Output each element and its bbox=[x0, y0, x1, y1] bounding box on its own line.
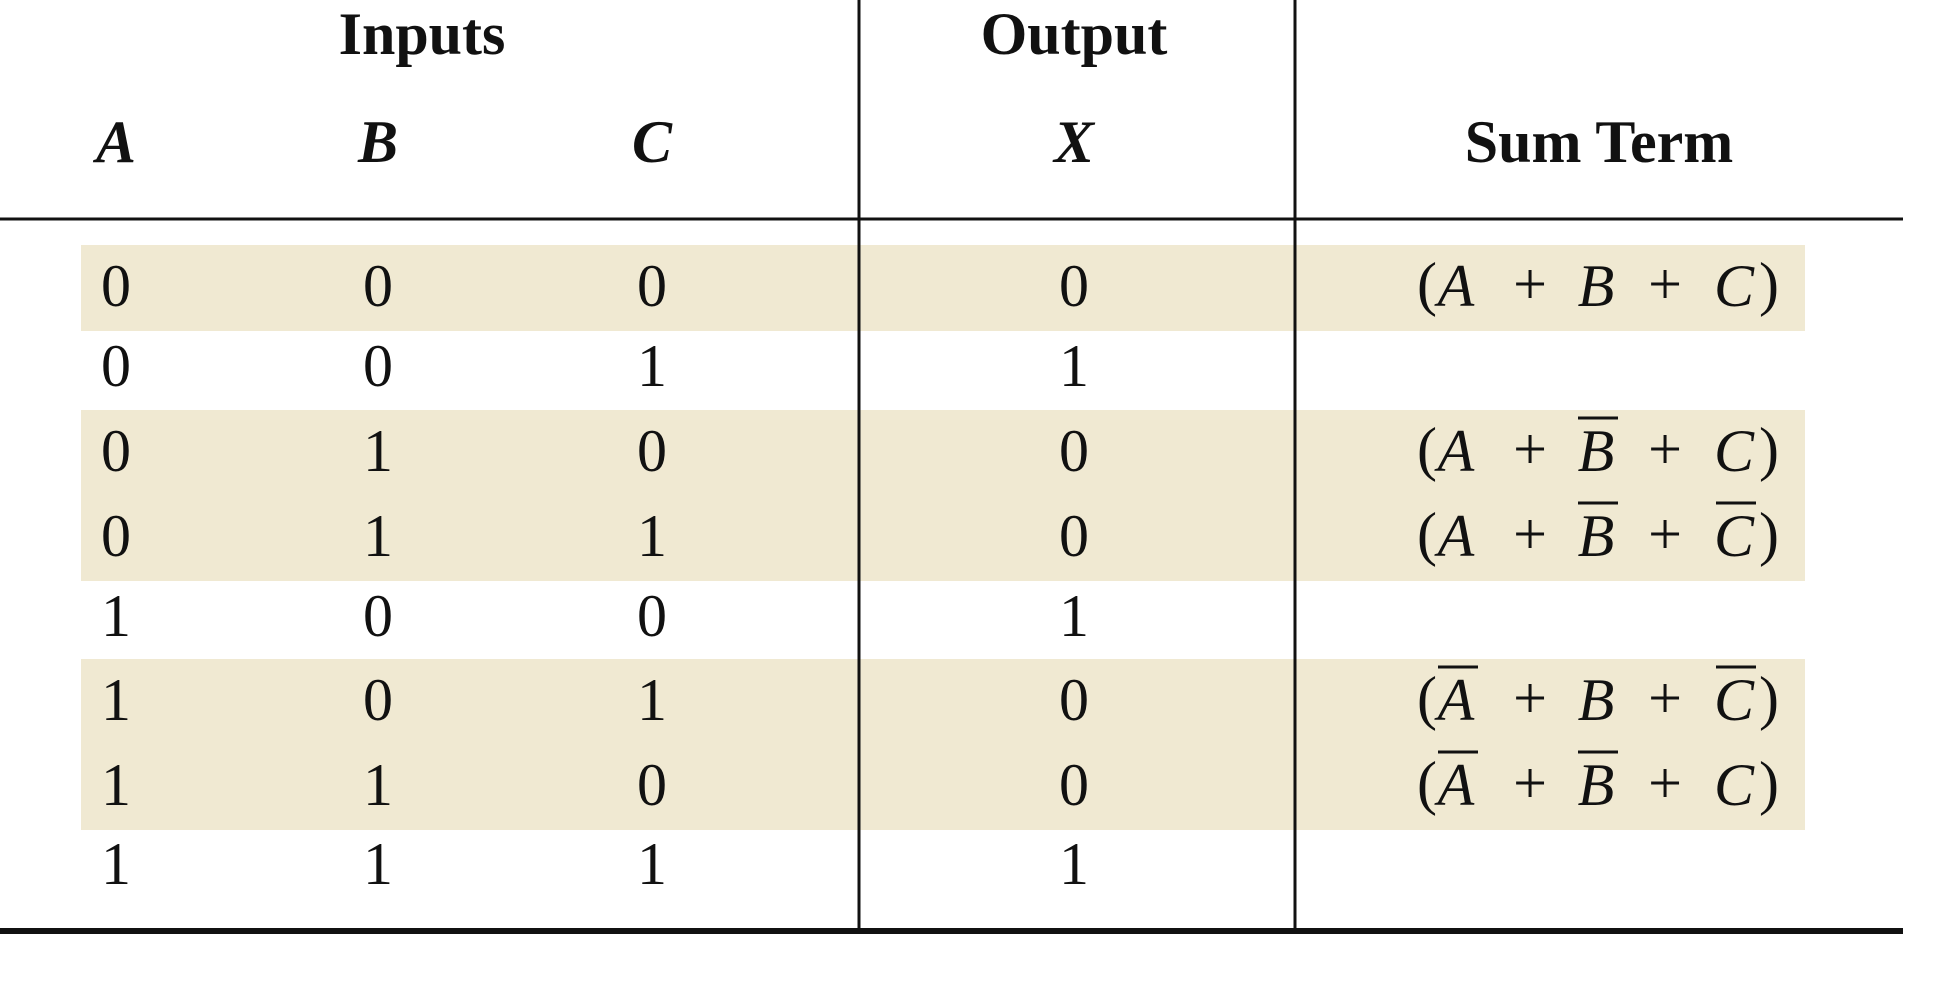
input-cell: 1 bbox=[363, 831, 393, 897]
input-cell: 0 bbox=[101, 333, 131, 399]
row-highlight bbox=[81, 659, 1805, 745]
column-header: Sum Term bbox=[1465, 109, 1733, 175]
paren: ( bbox=[1417, 251, 1437, 317]
operator: + bbox=[1648, 750, 1682, 816]
variable: C bbox=[1714, 667, 1755, 733]
output-cell: 0 bbox=[1059, 503, 1089, 569]
row-highlight bbox=[81, 495, 1805, 581]
input-cell: 0 bbox=[637, 253, 667, 319]
row-bands bbox=[81, 245, 1805, 830]
paren: ( bbox=[1417, 750, 1437, 816]
input-cell: 1 bbox=[101, 667, 131, 733]
operator: + bbox=[1513, 501, 1547, 567]
variable: A bbox=[1434, 418, 1475, 484]
operator: + bbox=[1648, 416, 1682, 482]
paren: ( bbox=[1417, 665, 1437, 731]
variable: A bbox=[1434, 667, 1475, 733]
input-cell: 1 bbox=[101, 752, 131, 818]
paren: ) bbox=[1759, 501, 1779, 567]
paren: ( bbox=[1417, 416, 1437, 482]
row-highlight bbox=[81, 245, 1805, 331]
variable: C bbox=[1714, 253, 1755, 319]
paren: ) bbox=[1759, 750, 1779, 816]
input-cell: 1 bbox=[101, 583, 131, 649]
row-highlight bbox=[81, 410, 1805, 496]
operator: + bbox=[1513, 416, 1547, 482]
group-header: Output bbox=[981, 1, 1168, 67]
variable: A bbox=[1434, 503, 1475, 569]
input-cell: 0 bbox=[101, 503, 131, 569]
output-cell: 0 bbox=[1059, 752, 1089, 818]
input-cell: 1 bbox=[637, 333, 667, 399]
variable: C bbox=[1714, 503, 1755, 569]
paren: ( bbox=[1417, 501, 1437, 567]
variable: A bbox=[1434, 253, 1475, 319]
variable: B bbox=[1578, 418, 1615, 484]
paren: ) bbox=[1759, 416, 1779, 482]
input-cell: 0 bbox=[363, 667, 393, 733]
paren: ) bbox=[1759, 251, 1779, 317]
group-header: Inputs bbox=[339, 1, 506, 67]
input-cell: 1 bbox=[363, 418, 393, 484]
output-cell: 0 bbox=[1059, 253, 1089, 319]
operator: + bbox=[1513, 251, 1547, 317]
output-cell: 1 bbox=[1059, 831, 1089, 897]
column-header: B bbox=[357, 109, 398, 175]
input-cell: 0 bbox=[363, 583, 393, 649]
variable: A bbox=[1434, 752, 1475, 818]
output-cell: 1 bbox=[1059, 583, 1089, 649]
input-cell: 1 bbox=[363, 503, 393, 569]
input-cell: 1 bbox=[101, 831, 131, 897]
variable: B bbox=[1578, 667, 1615, 733]
column-header: A bbox=[92, 109, 136, 175]
operator: + bbox=[1513, 750, 1547, 816]
input-cell: 0 bbox=[363, 253, 393, 319]
variable: B bbox=[1578, 253, 1615, 319]
variable: B bbox=[1578, 503, 1615, 569]
input-cell: 0 bbox=[637, 752, 667, 818]
input-cell: 1 bbox=[637, 503, 667, 569]
variable: C bbox=[1714, 752, 1755, 818]
output-cell: 1 bbox=[1059, 333, 1089, 399]
input-cell: 0 bbox=[363, 333, 393, 399]
input-cell: 0 bbox=[101, 253, 131, 319]
column-header: X bbox=[1052, 109, 1096, 175]
input-cell: 1 bbox=[363, 752, 393, 818]
input-cell: 0 bbox=[637, 583, 667, 649]
operator: + bbox=[1648, 665, 1682, 731]
variable: B bbox=[1578, 752, 1615, 818]
operator: + bbox=[1513, 665, 1547, 731]
input-cell: 0 bbox=[637, 418, 667, 484]
output-cell: 0 bbox=[1059, 418, 1089, 484]
operator: + bbox=[1648, 501, 1682, 567]
variable: C bbox=[1714, 418, 1755, 484]
column-header: C bbox=[632, 109, 673, 175]
input-cell: 1 bbox=[637, 831, 667, 897]
output-cell: 0 bbox=[1059, 667, 1089, 733]
operator: + bbox=[1648, 251, 1682, 317]
row-highlight bbox=[81, 744, 1805, 830]
input-cell: 0 bbox=[101, 418, 131, 484]
paren: ) bbox=[1759, 665, 1779, 731]
input-cell: 1 bbox=[637, 667, 667, 733]
